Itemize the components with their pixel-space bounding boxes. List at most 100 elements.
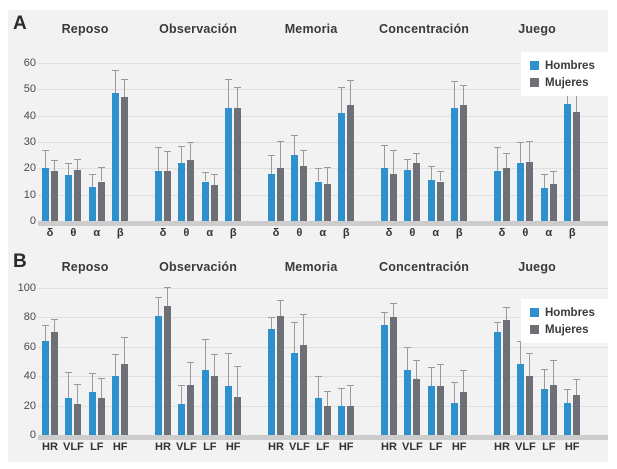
legend-item-hombres: Hombres — [530, 57, 611, 74]
error-bar-whisker — [115, 69, 117, 94]
error-bar-whisker — [181, 145, 183, 164]
category-label: LF — [316, 441, 330, 453]
hombres-swatch — [530, 61, 539, 70]
condition-title: Observación — [159, 260, 238, 274]
bar-mujeres — [549, 184, 557, 221]
error-bar-whisker — [237, 365, 239, 397]
bar-hombres — [381, 324, 388, 435]
category-label: θ — [70, 227, 77, 239]
error-bar-whisker — [393, 302, 394, 318]
hombres-swatch — [530, 308, 539, 317]
bar-hombres — [88, 186, 96, 221]
error-bar-cap — [460, 85, 468, 87]
bar-mujeres — [277, 168, 284, 221]
error-bar-cap — [97, 167, 105, 169]
category-label: HR — [494, 441, 510, 453]
y-tick-label: 0 — [29, 429, 36, 441]
error-bar-whisker — [439, 170, 441, 182]
bar-mujeres — [51, 332, 58, 435]
y-tick-label: 10 — [23, 189, 36, 201]
condition-title: Reposo — [61, 22, 109, 36]
error-bar-whisker — [45, 149, 46, 169]
bar-mujeres — [436, 181, 444, 221]
error-bar-cap — [268, 317, 275, 319]
error-bar-whisker — [204, 172, 206, 182]
category-label: θ — [296, 227, 303, 239]
bar-hombres — [517, 364, 525, 435]
error-bar-cap — [291, 321, 299, 323]
error-bar-cap — [51, 160, 58, 162]
error-bar-cap — [210, 354, 218, 356]
error-bar-cap — [74, 383, 82, 385]
legend-label-hombres: Hombres — [545, 59, 595, 72]
error-bar-cap — [65, 163, 73, 165]
error-bar-cap — [155, 296, 162, 298]
bar-mujeres — [121, 97, 129, 221]
error-bar-cap — [88, 173, 96, 175]
y-tick-label: 60 — [23, 341, 36, 353]
error-bar-cap — [573, 379, 581, 381]
panel-b-letter: B — [13, 251, 27, 272]
error-bar-whisker — [77, 383, 79, 405]
bar-mujeres — [187, 160, 195, 221]
condition-title: Observación — [159, 22, 238, 36]
bar-mujeres — [234, 396, 242, 435]
category-label: HF — [338, 441, 354, 453]
gridline — [38, 142, 608, 143]
category-label: LF — [542, 441, 556, 453]
error-bar-cap — [517, 340, 525, 342]
error-bar-cap — [451, 81, 459, 83]
error-bar-whisker — [294, 321, 296, 353]
bar-hombres — [178, 163, 186, 221]
bar-mujeres — [347, 105, 355, 221]
y-tick-label: 80 — [23, 311, 36, 323]
bar-hombres — [564, 402, 572, 435]
error-bar-whisker — [552, 170, 554, 185]
error-bar-cap — [42, 149, 49, 151]
error-bar-cap — [300, 149, 308, 151]
error-bar-cap — [234, 86, 242, 88]
error-bar-cap — [201, 339, 209, 341]
bar-mujeres — [164, 170, 171, 221]
error-bar-whisker — [124, 336, 126, 365]
bar-mujeres — [74, 169, 82, 221]
condition-title: Juego — [518, 22, 556, 36]
error-bar-whisker — [190, 142, 192, 161]
y-tick-label: 100 — [17, 282, 36, 294]
error-bar-cap — [42, 324, 49, 326]
error-bar-whisker — [506, 152, 507, 169]
error-bar-cap — [347, 385, 355, 387]
category-label: LF — [90, 441, 104, 453]
error-bar-whisker — [68, 163, 70, 175]
y-tick-label: 50 — [23, 83, 36, 95]
legend-panel-a: Hombres Mujeres — [521, 52, 611, 96]
category-label: δ — [498, 227, 506, 239]
error-bar-whisker — [228, 78, 230, 108]
error-bar-whisker — [124, 78, 126, 98]
error-bar-whisker — [552, 360, 554, 385]
error-bar-cap — [526, 140, 534, 142]
error-bar-cap — [323, 390, 331, 392]
bar-hombres — [291, 352, 299, 435]
y-tick-label: 0 — [29, 215, 36, 227]
bar-mujeres — [413, 379, 421, 435]
y-tick-label: 30 — [23, 136, 36, 148]
bar-hombres — [65, 174, 73, 221]
error-bar-whisker — [280, 299, 281, 316]
category-label: VLF — [515, 441, 536, 453]
bar-hombres — [451, 107, 459, 221]
error-bar-whisker — [341, 86, 343, 114]
error-bar-cap — [178, 385, 186, 387]
error-bar-cap — [390, 149, 397, 151]
bar-hombres — [225, 107, 233, 221]
error-bar-cap — [201, 172, 209, 174]
error-bar-cap — [503, 152, 510, 154]
category-label: β — [342, 227, 350, 239]
error-bar-cap — [549, 360, 557, 362]
gridline — [38, 89, 608, 90]
bar-hombres — [540, 389, 548, 435]
error-bar-cap — [381, 311, 388, 313]
bar-hombres — [427, 180, 435, 221]
bar-hombres — [314, 398, 322, 435]
error-bar-whisker — [454, 81, 456, 108]
